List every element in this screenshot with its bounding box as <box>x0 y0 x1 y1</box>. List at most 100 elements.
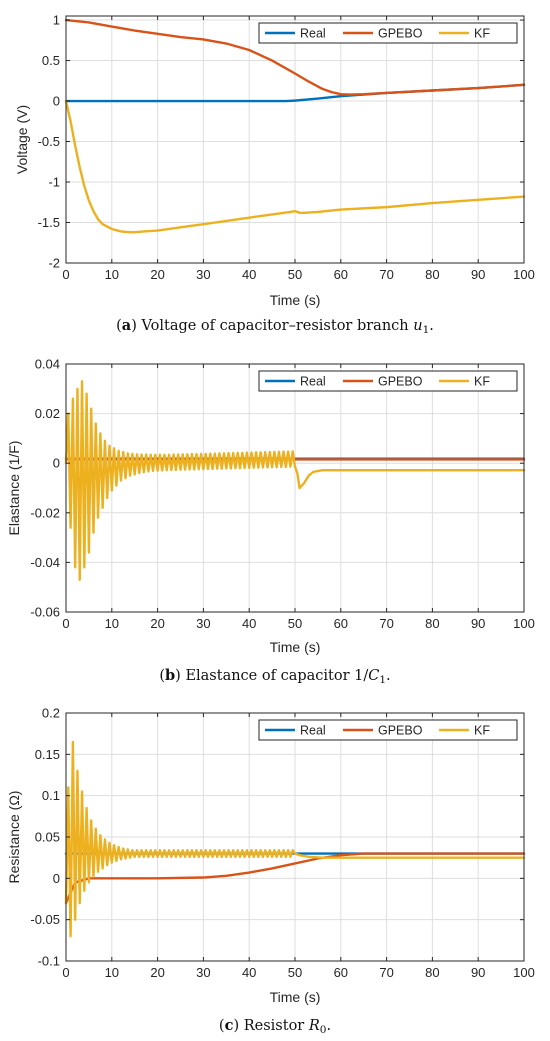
legend-label-real: Real <box>300 724 326 738</box>
legend-box <box>258 370 518 392</box>
y-tick-label: -1.5 <box>38 215 60 230</box>
x-tick-label: 20 <box>150 267 164 282</box>
series-layer <box>64 740 526 938</box>
y-tick-label: -0.04 <box>30 555 60 570</box>
x-tick-label: 90 <box>471 965 485 980</box>
series-layer <box>64 18 526 234</box>
legend-label-kf: KF <box>474 375 490 389</box>
panel-voltage: 0 10 20 30 40 50 60 70 80 90 100-2-1.5-1-0.500.51 … <box>14 13 535 336</box>
panel-elastance: 0 10 20 30 40 50 60 70 80 90 100 -0.06 -0.04 -0.02 0 0.… <box>6 357 535 687</box>
x-tick-label: 0 <box>62 616 69 631</box>
x-tick-label: 60 <box>334 616 348 631</box>
x-tick-label: 50 <box>288 616 302 631</box>
legend-label-kf: KF <box>474 27 490 41</box>
y-tick-label: 0.15 <box>35 747 60 762</box>
caption-subscript: 1 <box>379 674 386 686</box>
legend-box <box>258 719 518 741</box>
caption-end: . <box>429 318 434 334</box>
y-tick-label: 1 <box>53 13 60 28</box>
tick-labels: 0 10 20 30 40 50 60 70 80 90 100 -0.1 -0.05 0 0.05 0.1 0… <box>30 706 534 981</box>
series-line-gpebo <box>64 18 526 96</box>
caption-text: Voltage of capacitor–resistor branch <box>140 318 413 334</box>
x-tick-label: 90 <box>471 267 485 282</box>
caption-letter: a <box>122 317 132 334</box>
legend-label-real: Real <box>300 375 326 389</box>
caption-subscript: 1 <box>423 324 430 336</box>
y-axis-label: Elastance (1/F) <box>6 441 22 536</box>
y-tick-label: -0.02 <box>30 505 60 520</box>
x-tick-label: 50 <box>288 267 302 282</box>
caption-math: C <box>368 668 379 684</box>
x-tick-label: 40 <box>242 965 256 980</box>
x-tick-label: 60 <box>334 267 348 282</box>
x-tick-label: 60 <box>334 965 348 980</box>
legend-label-gpebo: GPEBO <box>378 27 423 41</box>
y-tick-label: -0.06 <box>30 605 60 620</box>
x-tick-label: 10 <box>105 965 119 980</box>
y-tick-label: 0 <box>53 94 60 109</box>
x-tick-label: 100 <box>513 267 535 282</box>
x-tick-label: 50 <box>288 965 302 980</box>
y-tick-label: 0.1 <box>42 788 60 803</box>
y-tick-label: 0.5 <box>42 53 60 68</box>
legend: Real GPEBO KF <box>258 22 518 44</box>
y-tick-label: 0.2 <box>42 706 60 721</box>
legend-box <box>258 22 518 44</box>
series-line-gpebo <box>64 852 526 905</box>
x-tick-label: 80 <box>425 965 439 980</box>
caption-text: Resistor <box>244 1018 309 1034</box>
caption-math: u <box>413 318 422 334</box>
x-tick-label: 20 <box>150 965 164 980</box>
caption: (b) Elastance of capacitor 1/C1. <box>159 667 390 686</box>
y-tick-label: 0 <box>53 871 60 886</box>
caption-end: . <box>386 668 391 684</box>
x-axis-label: Time (s) <box>270 989 321 1005</box>
y-axis-label: Resistance (Ω) <box>6 791 22 884</box>
x-tick-label: 20 <box>150 616 164 631</box>
series-line-kf <box>64 99 526 234</box>
tick-labels: 0 10 20 30 40 50 60 70 80 90 100 -2 -1.5 -1 -0.5 0 0.5 1 <box>38 13 535 282</box>
x-tick-label: 100 <box>513 965 535 980</box>
x-axis-label: Time (s) <box>270 639 321 655</box>
legend-label-real: Real <box>300 27 326 41</box>
x-tick-label: 70 <box>379 965 393 980</box>
legend-label-gpebo: GPEBO <box>378 375 423 389</box>
legend-label-gpebo: GPEBO <box>378 724 423 738</box>
x-tick-label: 0 <box>62 965 69 980</box>
x-tick-label: 40 <box>242 267 256 282</box>
y-tick-label: 0.05 <box>35 830 60 845</box>
x-tick-label: 70 <box>379 267 393 282</box>
y-axis-label: Voltage (V) <box>14 105 30 174</box>
series-layer <box>64 380 526 581</box>
y-tick-label: 0 <box>53 456 60 471</box>
y-tick-label: -1 <box>48 175 60 190</box>
x-tick-label: 10 <box>105 616 119 631</box>
caption-letter: b <box>165 667 175 684</box>
y-tick-label: 0.04 <box>35 357 60 372</box>
series-line-kf <box>64 740 526 938</box>
y-tick-label: -0.1 <box>38 954 60 969</box>
tick-labels: 0 10 20 30 40 50 60 70 80 90 100 -0.06 -0.04 -0.02 0 0.… <box>30 357 534 632</box>
legend-label-kf: KF <box>474 724 490 738</box>
panel-resistance: 0 10 20 30 40 50 60 70 80 90 100 -0.1 -0.05 0 0.05 0.1 0… <box>6 706 535 1037</box>
series-line-kf <box>64 380 526 581</box>
legend: Real GPEBO KF <box>258 370 518 392</box>
y-tick-label: -2 <box>48 256 60 271</box>
caption-letter: c <box>225 1017 234 1034</box>
x-axis-label: Time (s) <box>270 292 321 308</box>
legend: Real GPEBO KF <box>258 719 518 741</box>
x-tick-label: 0 <box>62 267 69 282</box>
caption-math: R <box>308 1018 320 1034</box>
caption-text: Elastance of capacitor 1/ <box>185 668 368 684</box>
x-tick-label: 80 <box>425 267 439 282</box>
x-tick-label: 30 <box>196 965 210 980</box>
x-tick-label: 30 <box>196 267 210 282</box>
x-tick-label: 40 <box>242 616 256 631</box>
x-tick-label: 100 <box>513 616 535 631</box>
x-tick-label: 70 <box>379 616 393 631</box>
x-tick-label: 80 <box>425 616 439 631</box>
x-tick-label: 90 <box>471 616 485 631</box>
y-tick-label: -0.05 <box>30 912 60 927</box>
caption: (c) Resistor R0. <box>219 1017 331 1036</box>
